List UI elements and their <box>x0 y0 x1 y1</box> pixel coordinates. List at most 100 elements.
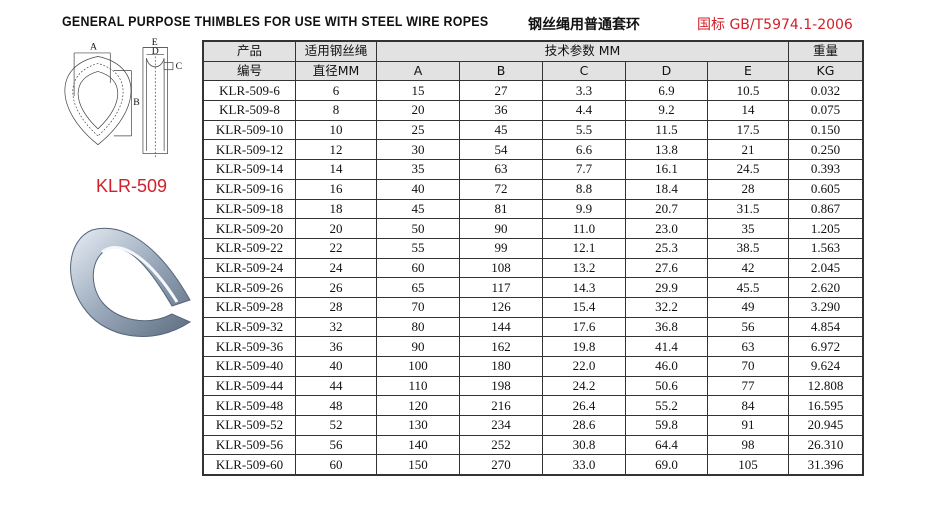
table-row: KLR-509-32 32 80 144 17.6 36.8 56 4.854 <box>202 316 864 338</box>
cell-b: 90 <box>459 218 543 239</box>
cell-rope-dia: 22 <box>295 237 377 259</box>
cell-rope-dia: 56 <box>295 434 377 456</box>
cell-product-no: KLR-509-28 <box>202 296 296 318</box>
header-product-no: 产品 <box>202 40 296 62</box>
cell-weight: 4.854 <box>788 316 864 338</box>
model-label: KLR-509 <box>96 176 168 196</box>
cell-product-no: KLR-509-44 <box>202 375 296 397</box>
cell-weight: 9.624 <box>788 356 864 377</box>
cell-product-no: KLR-509-18 <box>202 198 296 220</box>
title-english: GENERAL PURPOSE THIMBLES FOR USE WITH ST… <box>62 14 489 29</box>
cell-e: 63 <box>707 336 789 357</box>
cell-d: 25.3 <box>625 237 708 259</box>
cell-product-no: KLR-509-36 <box>202 336 296 357</box>
cell-a: 100 <box>376 356 460 377</box>
cell-weight: 0.393 <box>788 159 864 180</box>
cell-a: 55 <box>376 237 460 259</box>
cell-rope-dia: 6 <box>295 80 377 102</box>
cell-b: 117 <box>459 277 543 298</box>
cell-c: 5.5 <box>542 119 626 141</box>
cell-d: 23.0 <box>625 218 708 239</box>
cell-d: 9.2 <box>625 100 708 121</box>
cell-e: 35 <box>707 218 789 239</box>
cell-a: 60 <box>376 257 460 279</box>
cell-rope-dia: 18 <box>295 198 377 220</box>
cell-c: 28.6 <box>542 415 626 436</box>
table-row: KLR-509-36 36 90 162 19.8 41.4 63 6.972 <box>202 336 864 357</box>
cell-a: 150 <box>376 454 460 476</box>
cell-b: 126 <box>459 296 543 318</box>
cell-rope-dia: 48 <box>295 395 377 417</box>
cell-weight: 0.250 <box>788 139 864 161</box>
title-chinese: 钢丝绳用普通套环 <box>528 17 640 33</box>
cell-product-no: KLR-509-10 <box>202 119 296 141</box>
header-a: A <box>376 60 460 82</box>
cell-c: 22.0 <box>542 356 626 377</box>
spec-table: 产品 适用钢丝绳 技术参数 MM 重量 编号 直径MM A B C D E KG… <box>202 40 864 477</box>
cell-weight: 0.032 <box>788 80 864 102</box>
cell-e: 105 <box>707 454 789 476</box>
table-row: KLR-509-6 6 15 27 3.3 6.9 10.5 0.032 <box>202 80 864 102</box>
cell-rope-dia: 60 <box>295 454 377 476</box>
thimble-photo <box>70 227 192 337</box>
cell-a: 50 <box>376 218 460 239</box>
cell-c: 9.9 <box>542 198 626 220</box>
cell-b: 27 <box>459 80 543 102</box>
cell-c: 8.8 <box>542 178 626 200</box>
cell-rope-dia: 10 <box>295 119 377 141</box>
header-e: E <box>707 60 789 82</box>
cell-d: 13.8 <box>625 139 708 161</box>
cell-e: 31.5 <box>707 198 789 220</box>
cell-d: 29.9 <box>625 277 708 298</box>
table-row: KLR-509-10 10 25 45 5.5 11.5 17.5 0.150 <box>202 119 864 141</box>
cell-weight: 2.620 <box>788 277 864 298</box>
cell-a: 80 <box>376 316 460 338</box>
header-b: B <box>459 60 543 82</box>
cell-d: 16.1 <box>625 159 708 180</box>
cell-product-no: KLR-509-6 <box>202 80 296 102</box>
cell-rope-dia: 52 <box>295 415 377 436</box>
cell-e: 91 <box>707 415 789 436</box>
cell-product-no: KLR-509-8 <box>202 100 296 121</box>
cell-c: 13.2 <box>542 257 626 279</box>
cell-weight: 26.310 <box>788 434 864 456</box>
cell-d: 27.6 <box>625 257 708 279</box>
cell-rope-dia: 24 <box>295 257 377 279</box>
cell-d: 50.6 <box>625 375 708 397</box>
cell-b: 45 <box>459 119 543 141</box>
header-weight: 重量 <box>788 40 864 62</box>
cell-b: 99 <box>459 237 543 259</box>
cell-b: 63 <box>459 159 543 180</box>
cell-product-no: KLR-509-14 <box>202 159 296 180</box>
cell-product-no: KLR-509-26 <box>202 277 296 298</box>
standard-label: 国标 GB/T5974.1-2006 <box>697 17 853 33</box>
cell-d: 36.8 <box>625 316 708 338</box>
cell-weight: 1.563 <box>788 237 864 259</box>
cell-e: 17.5 <box>707 119 789 141</box>
cell-c: 15.4 <box>542 296 626 318</box>
cell-c: 33.0 <box>542 454 626 476</box>
cell-e: 10.5 <box>707 80 789 102</box>
cell-c: 24.2 <box>542 375 626 397</box>
cell-e: 24.5 <box>707 159 789 180</box>
cell-weight: 6.972 <box>788 336 864 357</box>
cell-rope-dia: 36 <box>295 336 377 357</box>
cell-product-no: KLR-509-24 <box>202 257 296 279</box>
cell-weight: 16.595 <box>788 395 864 417</box>
cell-e: 28 <box>707 178 789 200</box>
cell-b: 234 <box>459 415 543 436</box>
cell-e: 84 <box>707 395 789 417</box>
table-row: KLR-509-24 24 60 108 13.2 27.6 42 2.045 <box>202 257 864 279</box>
cell-d: 18.4 <box>625 178 708 200</box>
cell-a: 15 <box>376 80 460 102</box>
cell-product-no: KLR-509-48 <box>202 395 296 417</box>
cell-a: 65 <box>376 277 460 298</box>
cell-a: 140 <box>376 434 460 456</box>
cell-weight: 0.867 <box>788 198 864 220</box>
table-row: KLR-509-14 14 35 63 7.7 16.1 24.5 0.393 <box>202 159 864 180</box>
cell-rope-dia: 12 <box>295 139 377 161</box>
cell-d: 32.2 <box>625 296 708 318</box>
cell-a: 30 <box>376 139 460 161</box>
cell-b: 72 <box>459 178 543 200</box>
table-row: KLR-509-52 52 130 234 28.6 59.8 91 20.945 <box>202 415 864 436</box>
